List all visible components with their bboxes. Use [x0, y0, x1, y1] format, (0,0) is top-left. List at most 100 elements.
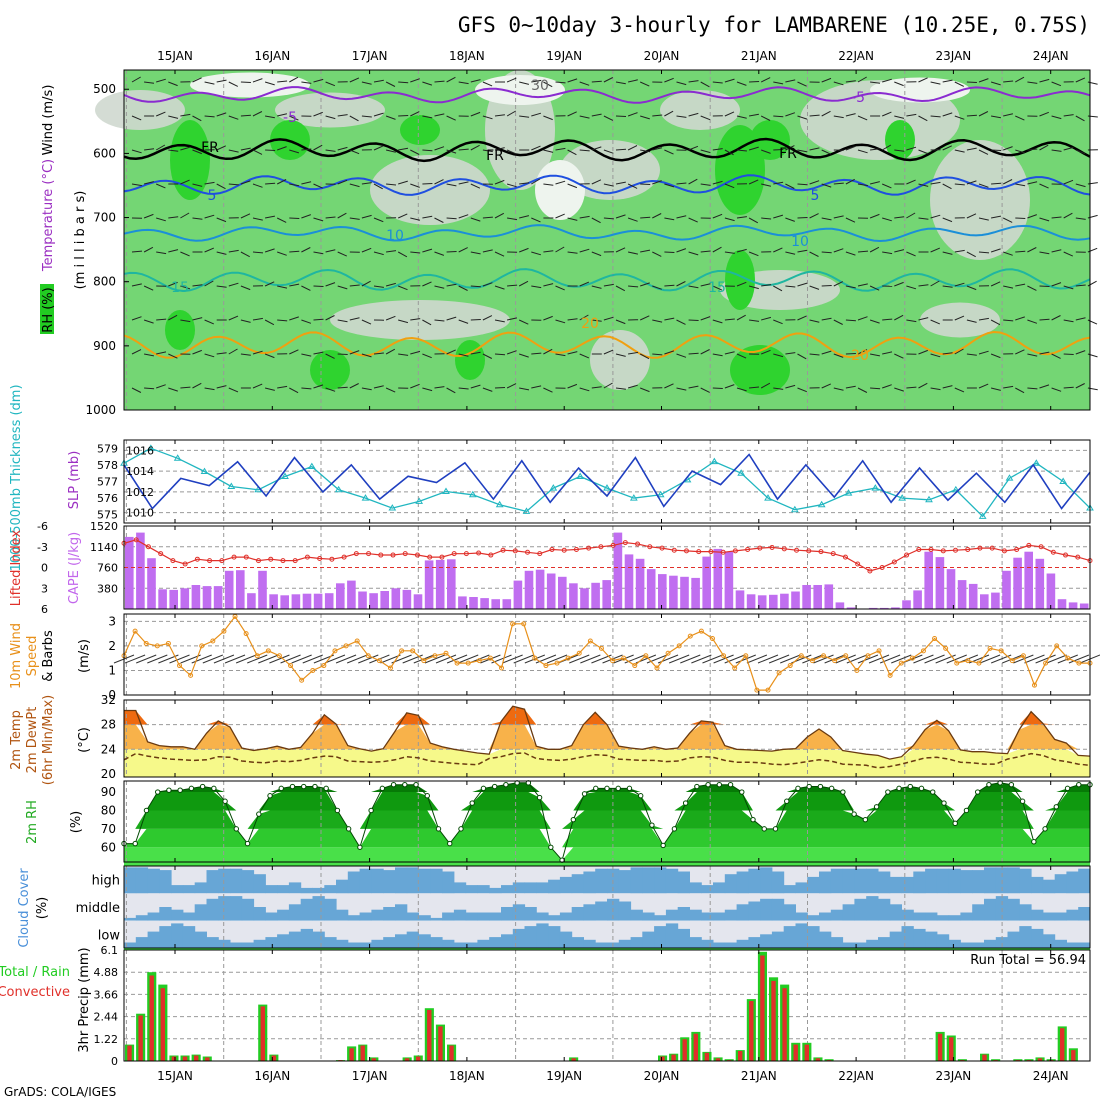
cloud-cell	[336, 910, 348, 921]
y-tick-label: 700	[93, 211, 116, 225]
cape-bar	[280, 595, 289, 609]
cloud-cell	[548, 880, 560, 894]
cloud-cell	[713, 882, 725, 893]
wind-barb	[398, 82, 408, 83]
wind-label: Wind (m/s)	[41, 85, 56, 156]
cloud-cell	[277, 885, 289, 893]
cloud-cell	[972, 870, 984, 893]
precip-label-c: 3hr Precip (mm)	[77, 947, 92, 1052]
cape-bar	[725, 552, 734, 609]
cape-bar	[947, 569, 956, 609]
cloud-cell	[737, 940, 749, 948]
precip-tick: 0	[111, 1055, 118, 1068]
wind-barb	[822, 286, 832, 287]
cape-bar	[480, 598, 489, 609]
cloud-cell	[1066, 872, 1078, 894]
cloud-cell	[1055, 913, 1067, 921]
wind-barb	[265, 150, 275, 151]
cloud-cell	[1031, 910, 1043, 921]
date-label-bottom: 24JAN	[1033, 1069, 1069, 1083]
cloud-cell	[489, 937, 501, 948]
cloud-cell	[772, 932, 784, 948]
cloud-cell	[654, 867, 666, 893]
cloud-cell	[136, 867, 148, 893]
date-label-bottom: 18JAN	[449, 1069, 485, 1083]
upper-ylabels: (m i l l i b a r s) Wind (m/s) Temperatu…	[40, 85, 88, 334]
cloud-cell	[313, 888, 325, 894]
cape-bar	[192, 585, 201, 609]
contour-label: FR	[779, 146, 797, 162]
moist-area	[400, 115, 440, 145]
cloud-cell	[242, 899, 254, 921]
cloud-cell	[690, 937, 702, 948]
cloud-cell	[583, 940, 595, 948]
wind-barb	[471, 320, 481, 321]
rh-marker	[324, 786, 328, 790]
cloud-cell	[324, 899, 336, 921]
date-label-bottom: 19JAN	[546, 1069, 582, 1083]
rh-marker	[470, 801, 474, 805]
rh-marker	[683, 801, 687, 805]
precip-conv-bar	[349, 1048, 353, 1061]
slp-tick: 1010	[126, 507, 154, 520]
temp-tick: 24	[101, 742, 116, 756]
cloud-cell	[654, 926, 666, 948]
rh-marker	[672, 827, 676, 831]
contour-label: -5	[283, 110, 297, 126]
cape-tick: 760	[97, 562, 118, 575]
rh-marker	[279, 786, 283, 790]
cloud-cell	[289, 904, 301, 920]
cape-bar	[736, 590, 745, 609]
cape-bar	[936, 557, 945, 609]
precip-conv-bar	[138, 1016, 142, 1062]
cloud-cell	[760, 899, 772, 921]
cape-bar	[902, 600, 911, 609]
cloud-cell	[265, 913, 277, 921]
li-tick: -6	[37, 520, 48, 533]
cloud-cell	[195, 904, 207, 920]
cloud-cell	[572, 907, 584, 921]
very-dry-area	[535, 160, 585, 220]
cape-bar	[836, 602, 845, 609]
precip-conv-bar	[150, 976, 154, 1062]
cloud-cell	[254, 940, 266, 948]
precip-conv-bar	[438, 1026, 442, 1061]
rh-marker	[650, 823, 654, 827]
cloud-cell	[784, 926, 796, 948]
cloud-cell	[890, 904, 902, 920]
cape-bar	[1080, 604, 1089, 610]
rh-marker	[144, 808, 148, 812]
wind10-label-b: Speed	[25, 636, 40, 677]
wind-barb	[314, 286, 324, 287]
precip-conv-bar	[449, 1046, 453, 1062]
cape-bar	[403, 590, 412, 609]
cloud-cell	[737, 872, 749, 894]
cape-bar	[702, 557, 711, 609]
cloud-cell	[336, 880, 348, 894]
cloud-cell	[148, 913, 160, 921]
moist-area	[730, 345, 790, 395]
cape-bar	[303, 594, 312, 609]
wind-barb	[749, 82, 759, 83]
precip-conv-bar	[794, 1045, 798, 1061]
wind-barb	[495, 354, 505, 355]
cape-bar	[1069, 602, 1078, 609]
cloud-cell	[360, 869, 372, 894]
slp-tick: 1014	[126, 465, 154, 478]
cloud-cell	[690, 910, 702, 921]
cape-bar	[969, 584, 978, 609]
cape-bar	[569, 583, 578, 609]
cape-bar	[780, 594, 789, 609]
cape-bar	[469, 597, 478, 609]
rh-marker	[695, 784, 699, 788]
wind-barb	[616, 116, 626, 117]
precip-conv-bar	[705, 1053, 709, 1061]
cloud-cell	[218, 896, 230, 921]
precip-conv-bar	[694, 1034, 698, 1061]
contour-label: 15	[171, 280, 189, 296]
cloud-cell	[654, 915, 666, 921]
cape-bar	[980, 594, 989, 609]
wind-barb	[289, 251, 299, 252]
cape-bar	[536, 570, 545, 609]
